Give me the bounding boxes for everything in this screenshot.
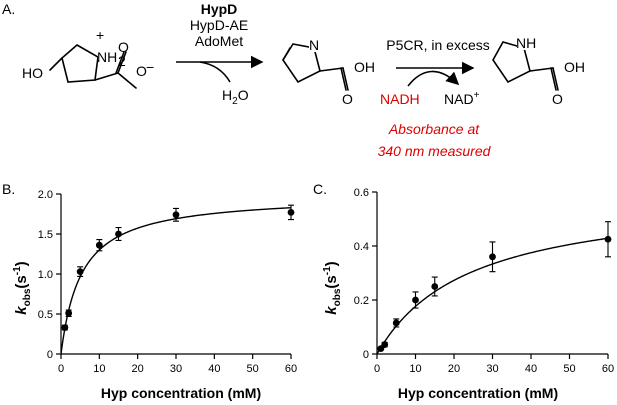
svg-text:O: O	[552, 91, 563, 107]
y-tick-label: 0	[363, 349, 369, 361]
x-tick-label: 20	[448, 363, 460, 375]
svg-text:N: N	[309, 37, 319, 53]
y-axis-label: kobs(s-1)	[322, 261, 343, 314]
enzyme-p5cr: P5CR, in excess	[386, 37, 489, 53]
data-point	[431, 283, 439, 290]
data-point	[287, 209, 295, 216]
data-point	[61, 324, 69, 331]
reaction-arrow-2	[396, 61, 475, 87]
x-tick-label: 30	[486, 363, 498, 375]
data-point	[65, 309, 73, 317]
y-tick-label: 0	[47, 349, 53, 361]
svg-text:NH: NH	[97, 49, 117, 65]
data-point	[95, 241, 103, 249]
product-nad: NAD+	[444, 90, 480, 107]
y-tick-label: 1.0	[38, 269, 53, 281]
pyrroline-carboxylate-structure: N OH O	[282, 37, 375, 107]
y-tick-label: 0.2	[354, 295, 369, 307]
y-tick-label: 2.0	[38, 189, 53, 201]
reagent-nadh: NADH	[380, 91, 420, 107]
data-point	[392, 319, 400, 327]
x-tick-label: 10	[93, 363, 105, 375]
x-tick-label: 30	[170, 363, 182, 375]
data-point	[489, 253, 496, 261]
svg-text:OH: OH	[564, 59, 585, 75]
panel-label-c: C.	[313, 181, 327, 197]
x-tick-label: 60	[602, 363, 614, 375]
hydroxyproline-structure: NH 2 + HO O − O	[22, 27, 154, 89]
enzyme-hypd: HypD	[201, 1, 238, 17]
x-tick-label: 40	[208, 363, 220, 375]
fit-curve	[60, 207, 292, 355]
data-point	[172, 211, 180, 219]
svg-text:−: −	[146, 59, 154, 75]
kinetics-chart-c: C. kobs(s-1) Hyp concentration (mM) 0 10 2…	[313, 181, 614, 401]
data-point	[76, 268, 84, 275]
svg-text:2: 2	[118, 53, 126, 69]
axes	[376, 192, 608, 355]
x-axis-label: Hyp concentration (mM)	[101, 385, 261, 401]
reaction-scheme: A. NH 2 + HO O − O HypD HypD-AE AdoMet H…	[2, 1, 585, 159]
data-point	[381, 341, 389, 348]
svg-text:HO: HO	[22, 65, 43, 81]
cofactor-adomet: AdoMet	[195, 33, 243, 49]
panel-label-b: B.	[2, 181, 15, 197]
svg-text:O: O	[136, 63, 147, 79]
x-tick-label: 20	[132, 363, 144, 375]
cofactor-hypd-ae: HypD-AE	[190, 17, 248, 33]
y-tick-label: 0.5	[38, 309, 53, 321]
kinetics-chart-b: B. kobs(s-1) Hyp concentration (mM) 0 10 2…	[2, 181, 297, 401]
reaction-arrow-1	[176, 55, 264, 83]
svg-text:+: +	[96, 27, 104, 43]
x-tick-label: 10	[409, 363, 421, 375]
x-tick-label: 60	[285, 363, 297, 375]
y-axis-label: kobs(s-1)	[12, 261, 33, 314]
x-tick-label: 0	[58, 363, 64, 375]
y-tick-label: 1.5	[38, 229, 53, 241]
detection-note-line2: 340 nm measured	[378, 143, 492, 159]
svg-text:O: O	[118, 39, 129, 55]
data-point	[412, 296, 419, 304]
byproduct-water: H2O	[222, 87, 249, 107]
detection-note-line1: Absorbance at	[388, 121, 480, 137]
x-tick-label: 0	[374, 363, 380, 375]
x-tick-label: 50	[247, 363, 259, 375]
svg-text:O: O	[342, 91, 353, 107]
panel-label-a: A.	[2, 1, 15, 17]
svg-text:OH: OH	[354, 59, 375, 75]
data-point	[604, 235, 612, 243]
y-tick-label: 0.6	[354, 187, 369, 199]
data-point	[115, 230, 122, 238]
y-tick-label: 0.4	[354, 241, 369, 253]
x-axis-label: Hyp concentration (mM)	[398, 385, 558, 401]
svg-text:NH: NH	[516, 35, 536, 51]
x-tick-label: 50	[563, 363, 575, 375]
x-tick-label: 40	[525, 363, 537, 375]
proline-structure: NH OH O	[492, 35, 585, 107]
